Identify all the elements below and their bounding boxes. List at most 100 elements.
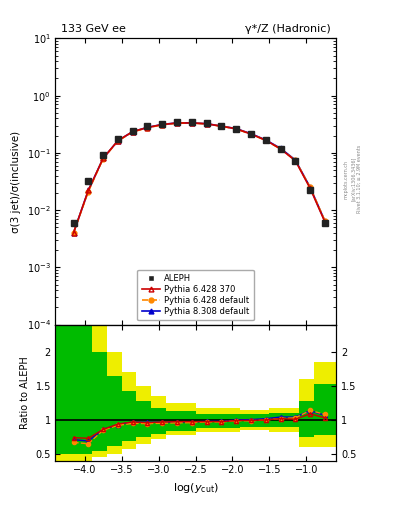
Line: Pythia 8.308 default: Pythia 8.308 default [71, 120, 327, 236]
Pythia 6.428 default [86, 188, 91, 195]
Pythia 6.428 default [174, 120, 179, 126]
Bar [77, 325, 92, 461]
Bar [270, 409, 299, 432]
Text: mcplots.cern.ch: mcplots.cern.ch [344, 160, 349, 199]
ALEPH [101, 152, 105, 158]
Bar [151, 396, 166, 439]
Pythia 6.428 default [101, 156, 105, 162]
ALEPH [219, 122, 224, 129]
Bar [240, 415, 270, 426]
Line: Pythia 6.428 370: Pythia 6.428 370 [71, 120, 327, 236]
Bar [299, 379, 314, 447]
Y-axis label: Ratio to ALEPH: Ratio to ALEPH [20, 356, 30, 429]
Pythia 6.428 default [234, 126, 239, 132]
Bar [121, 372, 136, 449]
ALEPH [308, 187, 312, 194]
Pythia 6.428 370 [71, 230, 76, 236]
Pythia 8.308 default [219, 123, 224, 129]
ALEPH [249, 131, 253, 137]
Bar [240, 410, 270, 430]
Y-axis label: σ(3 jet)/σ(inclusive): σ(3 jet)/σ(inclusive) [11, 131, 21, 232]
Pythia 6.428 default [204, 121, 209, 127]
X-axis label: $\log(y_{\rm cut})$: $\log(y_{\rm cut})$ [173, 481, 219, 495]
Pythia 6.428 370 [160, 121, 165, 127]
Line: Pythia 6.428 default: Pythia 6.428 default [71, 121, 327, 236]
Pythia 6.428 default [160, 122, 165, 128]
Pythia 6.428 default [263, 137, 268, 143]
Pythia 6.428 370 [116, 138, 120, 144]
Pythia 8.308 default [234, 125, 239, 132]
Pythia 6.428 default [116, 138, 120, 144]
Bar [136, 386, 151, 444]
Pythia 6.428 370 [263, 137, 268, 143]
Pythia 6.428 default [249, 131, 253, 137]
Pythia 6.428 default [278, 146, 283, 152]
Bar [77, 325, 92, 454]
Pythia 6.428 370 [323, 219, 327, 225]
Pythia 8.308 default [145, 124, 150, 131]
ALEPH [116, 136, 120, 142]
ALEPH [145, 123, 150, 130]
Pythia 8.308 default [278, 145, 283, 152]
Text: 133 GeV ee: 133 GeV ee [61, 24, 125, 34]
Pythia 6.428 default [308, 184, 312, 190]
Text: [arXiv:1306.3436]: [arXiv:1306.3436] [351, 157, 356, 201]
Pythia 6.428 370 [101, 155, 105, 161]
Pythia 6.428 370 [189, 120, 194, 126]
ALEPH [174, 119, 179, 125]
Pythia 8.308 default [160, 121, 165, 127]
Legend: ALEPH, Pythia 6.428 370, Pythia 6.428 default, Pythia 8.308 default: ALEPH, Pythia 6.428 370, Pythia 6.428 de… [138, 270, 253, 321]
Pythia 8.308 default [174, 120, 179, 126]
Bar [121, 391, 136, 441]
Pythia 8.308 default [323, 218, 327, 224]
ALEPH [160, 120, 165, 126]
Pythia 6.428 370 [174, 120, 179, 126]
Pythia 6.428 370 [234, 126, 239, 132]
Bar [196, 414, 240, 428]
Pythia 8.308 default [263, 137, 268, 143]
ALEPH [293, 158, 298, 164]
Line: ALEPH: ALEPH [71, 119, 328, 226]
Pythia 6.428 370 [308, 185, 312, 191]
Bar [92, 352, 107, 451]
Bar [107, 352, 121, 454]
Bar [166, 411, 196, 431]
ALEPH [86, 178, 91, 184]
Pythia 6.428 default [323, 218, 327, 224]
Pythia 8.308 default [308, 184, 312, 190]
Pythia 6.428 default [189, 120, 194, 126]
Bar [270, 413, 299, 428]
Pythia 6.428 370 [249, 131, 253, 137]
Pythia 6.428 370 [145, 124, 150, 131]
Pythia 6.428 370 [278, 146, 283, 152]
Bar [92, 325, 107, 457]
Pythia 6.428 370 [130, 129, 135, 135]
Pythia 6.428 default [219, 123, 224, 130]
Pythia 8.308 default [71, 230, 76, 236]
Bar [299, 401, 314, 437]
ALEPH [323, 220, 327, 226]
Pythia 6.428 default [145, 125, 150, 131]
Bar [55, 325, 77, 454]
Bar [136, 401, 151, 437]
Pythia 8.308 default [249, 131, 253, 137]
Bar [166, 403, 196, 435]
ALEPH [234, 125, 239, 132]
ALEPH [263, 137, 268, 143]
Pythia 8.308 default [293, 157, 298, 163]
Pythia 8.308 default [116, 138, 120, 144]
Bar [196, 409, 240, 432]
Text: ALEPH_2004_S5765862: ALEPH_2004_S5765862 [154, 306, 237, 313]
ALEPH [130, 127, 135, 134]
Text: Rivet 3.1.10; ≥ 2.9M events: Rivet 3.1.10; ≥ 2.9M events [357, 145, 362, 214]
Pythia 6.428 default [293, 157, 298, 163]
Pythia 6.428 370 [219, 123, 224, 130]
Pythia 6.428 default [71, 230, 76, 236]
Pythia 6.428 370 [86, 187, 91, 194]
ALEPH [71, 220, 76, 226]
Pythia 6.428 370 [293, 158, 298, 164]
Bar [314, 385, 336, 435]
Pythia 6.428 default [130, 129, 135, 135]
Pythia 6.428 370 [204, 121, 209, 127]
Pythia 8.308 default [101, 155, 105, 161]
